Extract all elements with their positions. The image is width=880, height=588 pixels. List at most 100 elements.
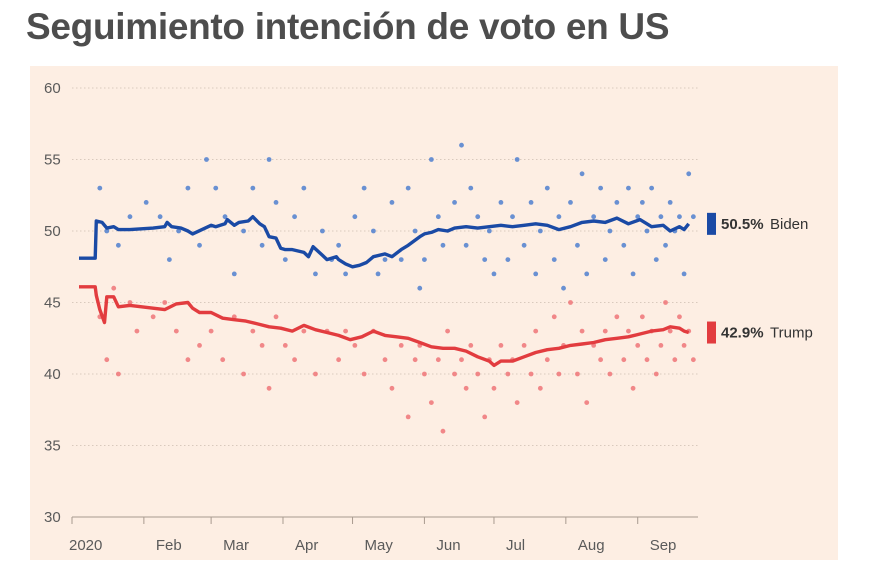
trump-poll-dot bbox=[111, 285, 117, 291]
y-tick-label: 55 bbox=[44, 152, 61, 169]
trump-poll-dot bbox=[241, 371, 246, 377]
y-axis-ticks: 30 35 40 45 50 55 60 bbox=[44, 80, 61, 526]
trump-poll-dot bbox=[690, 357, 696, 363]
biden-poll-dot bbox=[690, 214, 696, 220]
trump-poll-dot bbox=[197, 343, 202, 348]
trump-poll-dot bbox=[614, 314, 620, 320]
trump-poll-dot bbox=[412, 357, 418, 363]
trump-poll-dot bbox=[621, 357, 627, 363]
trump-poll-dot bbox=[208, 328, 214, 334]
trump-poll-dot bbox=[551, 314, 557, 320]
trump-poll-dot bbox=[435, 357, 441, 363]
trump-poll-dot bbox=[491, 385, 497, 391]
trump-poll-dot bbox=[575, 371, 580, 377]
trump-poll-dot bbox=[250, 328, 256, 334]
biden-poll-dot bbox=[528, 200, 534, 205]
chart-title: Seguimiento intención de voto en US bbox=[26, 6, 670, 47]
biden-poll-dot bbox=[498, 200, 504, 205]
trump-poll-dot bbox=[259, 343, 265, 348]
biden-poll-dot bbox=[273, 200, 279, 205]
biden-poll-dots bbox=[97, 142, 696, 291]
biden-poll-dot bbox=[598, 185, 604, 191]
trump-poll-dot bbox=[292, 357, 297, 363]
trump-poll-dot bbox=[150, 314, 156, 320]
trump-poll-dot bbox=[677, 314, 682, 320]
trump-poll-dot bbox=[463, 385, 469, 391]
biden-poll-dot bbox=[505, 257, 511, 262]
biden-poll-dot bbox=[556, 214, 562, 220]
biden-name-label: Biden bbox=[770, 216, 808, 233]
biden-marker bbox=[707, 212, 716, 235]
biden-poll-dot bbox=[482, 257, 488, 262]
trump-poll-dot bbox=[537, 385, 543, 391]
trump-poll-dots bbox=[97, 285, 696, 434]
biden-poll-dot bbox=[579, 171, 585, 177]
biden-poll-dot bbox=[568, 200, 573, 205]
x-tick-label: Apr bbox=[295, 537, 318, 554]
trump-end-label: 42.9% Trump bbox=[707, 321, 813, 344]
biden-poll-dot bbox=[607, 228, 613, 234]
biden-poll-dot bbox=[644, 228, 650, 234]
x-tick-label: Jul bbox=[506, 537, 525, 554]
biden-poll-dot bbox=[352, 214, 358, 220]
biden-poll-dot bbox=[510, 214, 515, 220]
trump-poll-dot bbox=[459, 357, 464, 363]
trump-poll-dot bbox=[667, 328, 673, 334]
x-tick-label: Feb bbox=[156, 537, 182, 554]
biden-poll-dot bbox=[97, 185, 103, 191]
x-tick-label: Jun bbox=[436, 537, 460, 554]
biden-poll-dot bbox=[361, 185, 367, 191]
trump-name-label: Trump bbox=[770, 325, 813, 342]
trump-poll-dot bbox=[405, 414, 411, 420]
biden-poll-dot bbox=[663, 242, 668, 248]
biden-poll-dot bbox=[686, 171, 692, 177]
trump-poll-dot bbox=[313, 371, 318, 377]
trump-poll-dot bbox=[639, 314, 645, 320]
trump-poll-dot bbox=[644, 357, 650, 363]
biden-poll-dot bbox=[204, 157, 209, 162]
biden-poll-dot bbox=[584, 271, 590, 277]
trump-poll-dot bbox=[343, 328, 348, 334]
biden-poll-dot bbox=[259, 242, 265, 248]
biden-poll-dot bbox=[658, 214, 664, 220]
biden-poll-dot bbox=[653, 257, 659, 262]
trump-poll-dot bbox=[266, 385, 272, 391]
biden-poll-dot bbox=[551, 257, 557, 262]
biden-poll-dot bbox=[459, 142, 464, 148]
trump-poll-dot bbox=[452, 371, 457, 377]
biden-poll-dot bbox=[389, 200, 395, 205]
y-tick-label: 35 bbox=[44, 438, 61, 455]
biden-poll-dot bbox=[533, 271, 539, 277]
trump-poll-dot bbox=[127, 300, 133, 305]
biden-poll-dot bbox=[375, 271, 381, 277]
trump-value-label: 42.9% bbox=[721, 325, 764, 342]
trump-poll-dot bbox=[505, 371, 511, 377]
biden-series-line bbox=[79, 215, 691, 269]
trump-poll-dot bbox=[626, 328, 631, 334]
biden-poll-dot bbox=[241, 228, 246, 234]
biden-poll-dot bbox=[398, 257, 404, 262]
trump-poll-dot bbox=[422, 371, 427, 377]
biden-poll-dot bbox=[266, 157, 272, 162]
biden-poll-dot bbox=[649, 185, 655, 191]
trump-poll-dot bbox=[352, 343, 358, 348]
biden-poll-dot bbox=[417, 285, 423, 291]
trump-poll-dot bbox=[498, 343, 504, 348]
biden-poll-dot bbox=[301, 185, 307, 191]
trump-poll-dot bbox=[544, 357, 550, 363]
biden-poll-dot bbox=[630, 271, 636, 277]
x-axis-ticks: 2020 Feb Mar Apr May Jun Jul Aug Sep bbox=[69, 516, 698, 554]
trump-poll-dot bbox=[681, 343, 687, 348]
biden-poll-dot bbox=[486, 228, 492, 234]
biden-poll-dot bbox=[115, 242, 121, 248]
biden-value-label: 50.5% bbox=[721, 216, 764, 233]
trump-poll-dot bbox=[468, 343, 474, 348]
x-tick-label: Sep bbox=[650, 537, 677, 554]
trump-poll-dot bbox=[598, 357, 604, 363]
trump-poll-dot bbox=[584, 400, 590, 405]
biden-poll-dot bbox=[440, 242, 446, 248]
y-tick-label: 30 bbox=[44, 509, 61, 526]
trump-poll-dot bbox=[653, 371, 659, 377]
trump-poll-dot bbox=[482, 414, 488, 420]
y-tick-label: 50 bbox=[44, 223, 61, 240]
